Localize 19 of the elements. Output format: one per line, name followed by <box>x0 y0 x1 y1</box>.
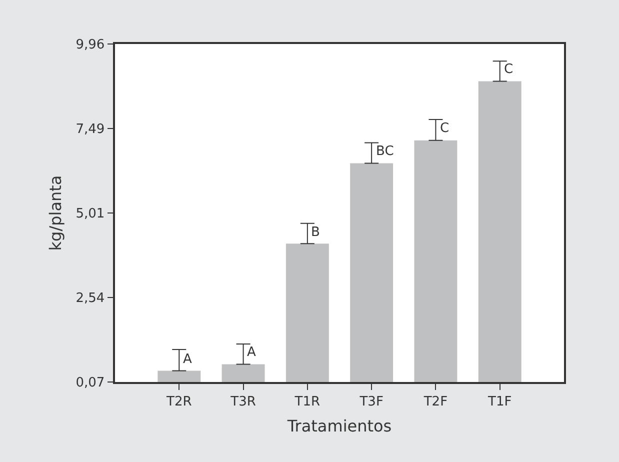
annotation: BC <box>376 144 394 159</box>
x-axis-title: Tratamientos <box>286 416 392 436</box>
annotation: C <box>504 62 514 77</box>
y-tick-label: 0,07 <box>76 376 105 391</box>
annotation: A <box>183 352 192 367</box>
y-tick-label: 9,96 <box>76 38 105 53</box>
y-tick-label: 5,01 <box>76 206 105 222</box>
y-axis-title: kg/planta <box>46 175 66 251</box>
x-tick-label: T2R <box>166 394 192 410</box>
y-tick-label: 7,49 <box>76 122 105 137</box>
annotation: B <box>311 225 320 240</box>
x-tick-label: T1R <box>294 394 320 410</box>
y-tick-label: 2,54 <box>76 291 105 306</box>
x-tick-label: T3R <box>230 394 256 410</box>
annotation: C <box>440 121 450 136</box>
x-tick-label: T3F <box>358 394 384 410</box>
x-tick-label: T2F <box>422 394 448 410</box>
annotation: A <box>247 345 256 360</box>
x-tick-label: T1F <box>487 394 512 410</box>
